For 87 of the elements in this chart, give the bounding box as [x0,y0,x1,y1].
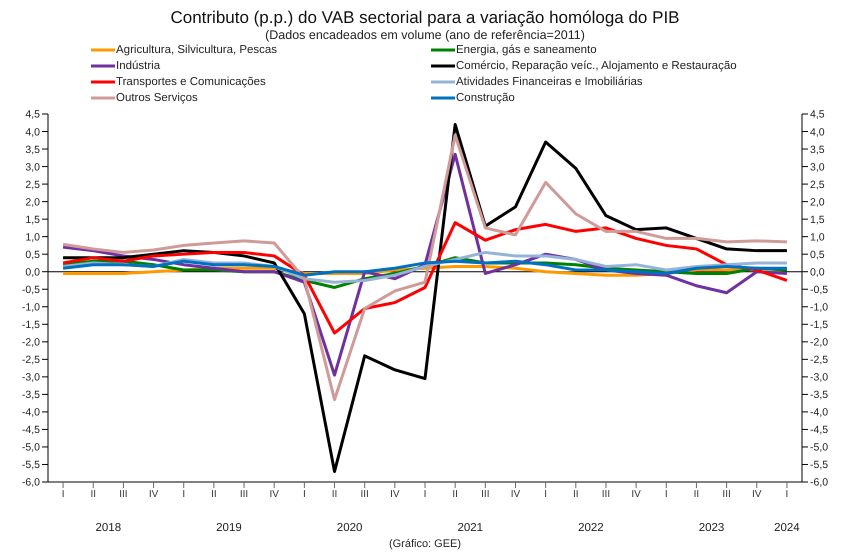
x-tick-label: II [332,489,338,500]
x-tick-label: I [786,489,788,500]
y2-tick-label: -6,0 [810,476,828,489]
y-tick-label: -1,0 [22,301,40,314]
y-tick-label: -0,5 [22,284,40,296]
y2-tick-label: -5,5 [810,459,828,472]
y-tick-label: -3,5 [22,389,40,402]
legend-label: Atividades Financeiras e Imobiliárias [456,75,643,90]
x-tick-label: I [62,489,64,500]
y-tick-label: -4,0 [22,406,40,419]
y2-tick-label: -3,0 [810,372,828,384]
y2-tick-label: 2,5 [810,178,825,191]
x-tick-label: II [573,489,579,500]
y2-tick-label: 2,0 [810,196,825,208]
x-tick-label: III [722,489,731,500]
x-tick-label: I [182,489,186,500]
text: 2022 [577,522,605,534]
y-tick-label: 2,5 [25,178,40,191]
text: 2018 [94,522,122,534]
y2-tick-label: 3,5 [810,144,825,156]
y-tick-label: -1,5 [22,319,40,332]
x-tick-label: IV [752,489,762,500]
y2-tick-label: -1,0 [810,301,828,314]
y-tick-label: 4,5 [25,108,40,121]
x-tick-label: II [694,489,700,500]
y2-tick-label: -0,5 [810,284,828,296]
y2-tick-label: 3,0 [810,161,825,174]
x-tick-label: III [481,489,490,500]
y2-tick-label: 4,0 [810,126,825,138]
x-tick-label: II [90,489,96,500]
x-tick-label: I [544,489,548,500]
text: 2019 [215,522,243,534]
y2-tick-label: -2,5 [810,354,828,366]
text: 2024 [773,522,801,534]
y-tick-label: -4,5 [22,424,40,436]
y2-tick-label: -4,0 [810,406,828,419]
y2-tick-label: -5,0 [810,442,828,454]
x-tick-label: I [424,489,426,500]
y-tick-label: 4,0 [25,126,40,138]
y-tick-label: 0,0 [25,266,40,278]
x-tick-label: IV [510,489,521,500]
x-tick-label: I [664,489,668,500]
x-tick-label: IV [148,489,159,500]
y2-tick-label: -2,0 [810,336,828,349]
y-tick-label: 1,5 [25,214,40,226]
y-tick-label: 2,0 [25,196,40,208]
x-tick-label: III [119,489,128,500]
y2-tick-label: -1,5 [810,319,828,332]
y2-tick-label: 1,0 [810,231,825,244]
y-tick-label: 1,0 [25,231,40,244]
legend-label: Indústria [116,59,160,74]
x-tick-label: III [360,489,369,500]
chart-subtitle: (Dados encadeados em volume (ano de referência=2011) [264,28,586,42]
y-tick-label: -5,5 [22,459,40,472]
y2-tick-label: 0,5 [810,248,825,261]
x-tick-label: IV [390,489,400,500]
legend-label: Agricultura, Silvicultura, Pescas [116,43,278,58]
legend-label: Comércio, Reparação veíc., Alojamento e Restauração [456,59,737,74]
x-tick-label: IV [631,489,642,500]
legend-label: Transportes e Comunicações [116,75,266,90]
text: (Gráfico: GEE) [388,538,462,550]
legend-label: Construção [456,91,515,106]
x-tick-label: I [302,489,306,500]
text: 2021 [456,522,484,534]
text: 2020 [336,522,364,534]
y-tick-label: -3,0 [22,372,40,384]
legend-label: Outros Serviços [116,91,198,106]
y-tick-label: 3,5 [25,144,40,156]
chart-title: Contributo (p.p.) do VAB sectorial para a variação homóloga do PIB [169,8,681,28]
y-tick-label: -5,0 [22,442,40,454]
y-tick-label: -2,0 [22,336,40,349]
y2-tick-label: 0,0 [810,266,825,278]
x-tick-label: IV [269,489,280,500]
y-tick-label: 3,0 [25,161,40,174]
x-tick-label: II [452,489,458,500]
y-tick-label: 0,5 [25,248,40,261]
y2-tick-label: 1,5 [810,214,825,226]
x-tick-label: III [240,489,248,500]
legend-label: Energia, gás e saneamento [456,43,597,58]
x-tick-label: II [211,489,217,500]
x-tick-label: III [602,489,610,500]
y2-tick-label: -3,5 [810,389,828,402]
y2-tick-label: -4,5 [810,424,828,436]
y-tick-label: -2,5 [22,354,40,366]
y2-tick-label: 4,5 [810,108,825,121]
text: 2023 [698,522,726,534]
y-tick-label: -6,0 [22,476,40,489]
